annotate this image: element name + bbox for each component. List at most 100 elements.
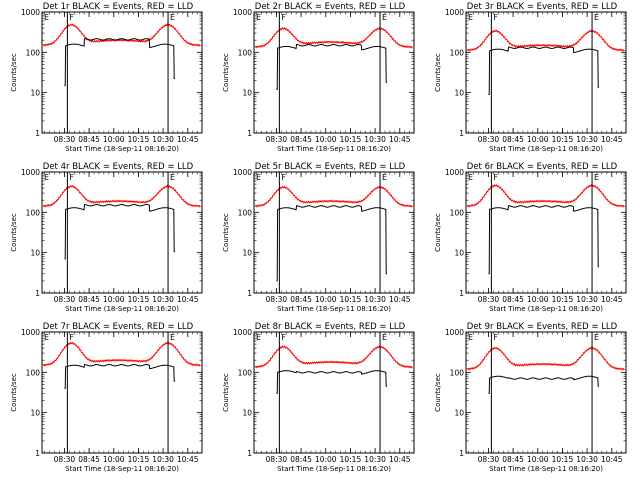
x-tick-label: 10:15 [128, 455, 150, 464]
x-tick-label: 08:45 [290, 295, 312, 304]
event-marker-label: E [468, 13, 473, 22]
y-tick-label: 10 [30, 409, 40, 418]
panel-title: Det 2r BLACK = Events, RED = LLD [255, 2, 406, 12]
x-tick-label: 10:45 [177, 455, 199, 464]
events-series-line [64, 203, 175, 260]
x-tick-label: 10:15 [340, 455, 362, 464]
events-series-line [64, 38, 175, 87]
event-marker-label: E [594, 13, 599, 22]
event-marker-label: E [594, 173, 599, 182]
event-marker-label: E [170, 333, 175, 342]
panel-det-1: Det 1r BLACK = Events, RED = LLD 1 10 100 10… [10, 2, 203, 153]
x-tick-label: 10:00 [527, 295, 549, 304]
plot-frame [465, 171, 627, 294]
x-tick-label: 10:15 [552, 295, 574, 304]
event-marker-label: F [69, 333, 74, 342]
y-tick-label: 1000 [21, 8, 40, 17]
x-tick-label: 10:00 [103, 135, 125, 144]
x-axis-label: Start Time (18-Sep-11 08:16:20) [277, 305, 391, 313]
y-tick-label: 1 [247, 449, 252, 458]
y-tick-label: 1 [459, 449, 464, 458]
event-marker-label: F [281, 173, 286, 182]
x-tick-label: 10:30 [152, 135, 174, 144]
x-tick-label: 08:30 [54, 455, 76, 464]
x-tick-label: 10:15 [340, 295, 362, 304]
y-tick-label: 10 [454, 89, 464, 98]
y-tick-label: 10 [454, 409, 464, 418]
event-marker-label: F [281, 333, 286, 342]
y-tick-label: 100 [26, 48, 41, 57]
y-axis-label: Counts/sec [222, 373, 230, 412]
event-marker-label: E [44, 173, 49, 182]
lld-series-line [466, 29, 625, 52]
x-tick-label: 10:45 [601, 455, 623, 464]
y-axis-label: Counts/sec [434, 373, 442, 412]
lld-series-line [466, 183, 625, 208]
panel-title: Det 5r BLACK = Events, RED = LLD [255, 162, 406, 172]
x-tick-label: 10:45 [601, 295, 623, 304]
events-series-line [488, 375, 599, 394]
plot-frame [253, 331, 415, 454]
y-tick-label: 1000 [445, 8, 464, 17]
y-axis-label: Counts/sec [10, 373, 18, 412]
panel-title: Det 6r BLACK = Events, RED = LLD [467, 162, 618, 172]
y-tick-label: 100 [450, 48, 465, 57]
y-tick-label: 1000 [445, 168, 464, 177]
y-axis-label: Counts/sec [10, 53, 18, 92]
y-axis-label: Counts/sec [434, 213, 442, 252]
panel-det-6: Det 6r BLACK = Events, RED = LLD 1 10 100 10… [434, 162, 627, 313]
event-marker-label: E [382, 13, 387, 22]
event-marker-label: F [69, 173, 74, 182]
plot-frame [41, 171, 203, 294]
x-tick-label: 08:45 [78, 455, 100, 464]
x-axis-label: Start Time (18-Sep-11 08:16:20) [489, 465, 603, 473]
plot-frame [253, 11, 415, 134]
x-tick-label: 10:45 [177, 295, 199, 304]
lld-series-line [42, 184, 201, 208]
y-tick-label: 100 [238, 368, 253, 377]
lld-series-line [466, 346, 625, 371]
event-marker-label: E [170, 13, 175, 22]
y-tick-label: 10 [30, 89, 40, 98]
event-marker-label: E [382, 333, 387, 342]
x-tick-label: 10:00 [103, 295, 125, 304]
x-tick-label: 10:15 [340, 135, 362, 144]
plot-frame [41, 331, 203, 454]
panel-det-5: Det 5r BLACK = Events, RED = LLD 1 10 100 10… [222, 162, 415, 313]
y-axis-label: Counts/sec [434, 53, 442, 92]
y-tick-label: 100 [450, 208, 465, 217]
x-tick-label: 10:00 [315, 455, 337, 464]
event-marker-label: F [69, 13, 74, 22]
x-tick-label: 08:30 [54, 295, 76, 304]
panel-title: Det 3r BLACK = Events, RED = LLD [467, 2, 618, 12]
event-marker-label: E [382, 173, 387, 182]
x-tick-label: 08:30 [266, 135, 288, 144]
x-tick-label: 10:30 [152, 455, 174, 464]
panel-title: Det 1r BLACK = Events, RED = LLD [43, 2, 194, 12]
event-marker-label: F [493, 13, 498, 22]
y-tick-label: 1 [459, 129, 464, 138]
y-tick-label: 100 [26, 208, 41, 217]
x-tick-label: 10:00 [527, 135, 549, 144]
x-tick-label: 08:30 [478, 135, 500, 144]
y-tick-label: 1000 [445, 328, 464, 337]
lld-series-line [42, 23, 201, 47]
panel-det-4: Det 4r BLACK = Events, RED = LLD 1 10 100 10… [10, 162, 203, 313]
event-marker-label: E [256, 13, 261, 22]
y-tick-label: 1 [247, 289, 252, 298]
y-tick-label: 10 [242, 409, 252, 418]
x-tick-label: 10:45 [389, 295, 411, 304]
lld-series-line [42, 341, 201, 367]
y-tick-label: 10 [454, 249, 464, 258]
events-series-line [488, 46, 599, 95]
y-tick-label: 100 [238, 48, 253, 57]
x-tick-label: 10:00 [315, 135, 337, 144]
x-tick-label: 10:45 [389, 135, 411, 144]
event-marker-label: E [468, 173, 473, 182]
event-marker-label: E [468, 333, 473, 342]
x-tick-label: 08:30 [266, 295, 288, 304]
x-axis-label: Start Time (18-Sep-11 08:16:20) [277, 145, 391, 153]
lld-series-line [254, 345, 413, 369]
